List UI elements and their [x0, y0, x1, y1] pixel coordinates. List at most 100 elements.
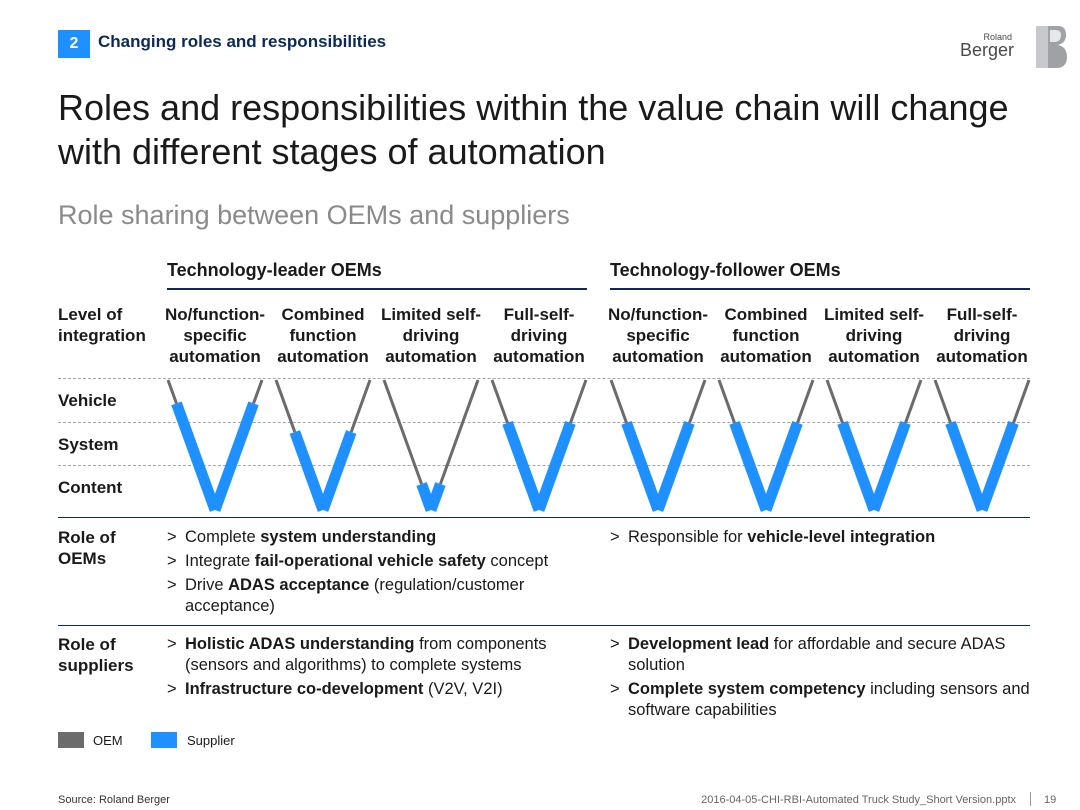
v-oem-segment — [349, 379, 372, 433]
text-regular: Responsible for — [628, 528, 748, 546]
v-oem-segment — [274, 379, 297, 433]
v-supplier-segment — [945, 421, 988, 512]
column-header: Full-self- driving automation — [928, 304, 1036, 367]
v-supplier-segment — [317, 430, 357, 512]
column-header-line: automation — [828, 347, 920, 366]
text-regular: Integrate — [185, 552, 255, 570]
v-supplier-segment — [502, 421, 545, 512]
list-item: > Infrastructure co-development (V2V, V2I… — [167, 679, 567, 700]
divider-dashed — [58, 378, 1030, 379]
column-header-line: automation — [612, 347, 704, 366]
text-bold: fail-operational vehicle safety — [254, 552, 486, 570]
v-oem-segment — [904, 379, 923, 424]
column-header: No/function- specific automation — [604, 304, 712, 367]
column-header-line: driving — [402, 326, 460, 345]
column-header-line: Full-self- — [503, 305, 575, 324]
column-header-line: Full-self- — [946, 305, 1018, 324]
row-label-system: System — [58, 435, 119, 454]
list-item: > Integrate fail-operational vehicle safe… — [167, 551, 567, 572]
bullet-marker: > — [167, 576, 177, 594]
divider-dashed — [58, 422, 1030, 423]
column-header-line: specific — [183, 326, 247, 345]
bullet-marker: > — [610, 680, 620, 698]
v-supplier-segment — [976, 421, 1019, 512]
legend-label-oem: OEM — [93, 733, 123, 748]
text-regular: concept — [485, 552, 549, 570]
v-supplier-segment — [621, 421, 664, 512]
row-label-role-of-oems: Role of OEMs — [58, 527, 116, 569]
text-regular: from components (sensors and algorithms)… — [185, 635, 547, 674]
column-header-line: driving — [845, 326, 903, 345]
v-supplier-segment — [652, 421, 695, 512]
text-regular: including sensors and software capabilit… — [628, 680, 1030, 719]
v-oem-segment — [569, 379, 588, 424]
page-title: Roles and responsibilities within the va… — [58, 87, 1009, 172]
row-label-line: OEMs — [58, 549, 107, 568]
group-header-technology-leader: Technology-leader OEMs — [167, 260, 587, 290]
row-label-role-of-suppliers: Role of suppliers — [58, 634, 134, 676]
bullet-marker: > — [167, 635, 177, 653]
v-supplier-segment — [425, 482, 446, 512]
column-header: Limited self- driving automation — [377, 304, 485, 367]
v-supplier-segment — [171, 401, 221, 512]
text-regular: for affordable and secure ADAS solution — [628, 635, 1006, 674]
logo-b-mark-icon — [1036, 26, 1067, 68]
footer-source: Source: Roland Berger — [58, 794, 170, 806]
column-header: Combined function automation — [712, 304, 820, 367]
logo-text-top: Roland — [983, 32, 1012, 42]
bullet-marker: > — [167, 528, 177, 546]
list-item: > Development lead for affordable and sec… — [610, 634, 1030, 676]
row-label-vehicle: Vehicle — [58, 391, 117, 410]
bullet-marker: > — [167, 552, 177, 570]
column-header: No/function- specific automation — [161, 304, 269, 367]
v-oem-segment — [609, 379, 628, 424]
section-number-badge: 2 — [58, 30, 90, 58]
column-header-line: function — [732, 326, 800, 345]
text-regular: (regulation/customer acceptance) — [185, 576, 525, 615]
divider-dashed — [58, 465, 1030, 466]
column-header: Limited self- driving automation — [820, 304, 928, 367]
group-header-technology-follower: Technology-follower OEMs — [610, 260, 1030, 290]
v-oem-segment — [825, 379, 844, 424]
text-bold: ADAS acceptance — [228, 576, 370, 594]
text-regular: (V2V, V2I) — [423, 680, 503, 698]
legend-swatch-supplier — [151, 732, 177, 748]
v-supplier-segment — [868, 421, 911, 512]
column-header-line: driving — [510, 326, 568, 345]
v-supplier-segment — [760, 421, 803, 512]
bullet-marker: > — [610, 528, 620, 546]
bullet-marker: > — [167, 680, 177, 698]
column-header-line: function — [289, 326, 357, 345]
row-label-line: suppliers — [58, 656, 134, 675]
row-label-line: Level of — [58, 305, 123, 324]
column-header-line: automation — [169, 347, 261, 366]
legend-label-supplier: Supplier — [187, 733, 235, 748]
role-sharing-v-diagram — [166, 379, 1031, 512]
v-oem-segment — [252, 379, 264, 404]
column-header-line: Limited self- — [380, 305, 482, 324]
v-oem-segment — [166, 379, 178, 404]
row-label-content: Content — [58, 478, 123, 497]
column-header-line: Limited self- — [823, 305, 925, 324]
column-header-line: automation — [720, 347, 812, 366]
column-header: Combined function automation — [269, 304, 377, 367]
v-supplier-segment — [533, 421, 576, 512]
footer-separator — [1030, 792, 1031, 806]
section-title: Changing roles and responsibilities — [98, 32, 387, 51]
text-regular: Drive — [185, 576, 229, 594]
text-bold: Infrastructure co-development — [185, 680, 424, 698]
text-bold: vehicle-level integration — [747, 528, 936, 546]
bullet-marker: > — [610, 635, 620, 653]
v-oem-segment — [933, 379, 952, 424]
column-header-line: specific — [626, 326, 690, 345]
supplier-role-follower-list: > Development lead for affordable and sec… — [610, 634, 1030, 724]
column-header-line: Combined — [281, 305, 365, 324]
v-oem-segment — [717, 379, 736, 424]
row-label-line: integration — [58, 326, 146, 345]
text-bold: Complete system competency — [628, 680, 866, 698]
column-header-line: driving — [953, 326, 1011, 345]
column-header-line: Combined — [724, 305, 808, 324]
column-header-line: No/function- — [164, 305, 266, 324]
footer-page-number: 19 — [1044, 794, 1057, 806]
row-label-line: Role of — [58, 528, 116, 547]
